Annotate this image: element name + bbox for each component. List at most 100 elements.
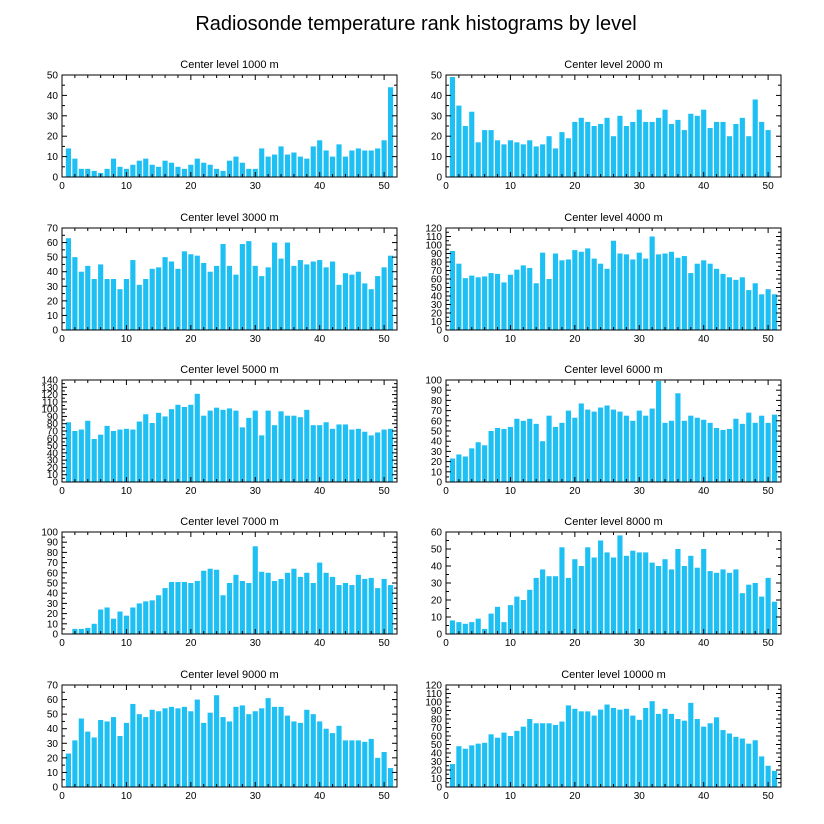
bar [143,601,149,634]
bar [720,429,726,482]
bar [181,706,187,787]
bar [387,585,394,634]
bar [681,256,687,330]
bar [520,265,526,330]
bar [246,168,252,177]
y-tick-label: 100 [41,528,58,539]
bar [675,119,681,177]
y-tick-label: 10 [47,768,59,779]
bar [252,265,258,330]
y-tick-label: 20 [47,609,59,620]
bar [514,730,520,787]
bar [726,572,733,634]
bar [168,261,175,330]
bar [233,410,239,482]
bar [591,715,597,787]
bar [375,588,381,634]
y-tick-label: 10 [47,470,59,481]
bar [482,742,488,787]
bar [507,426,513,482]
bar [85,731,91,787]
x-tick-label: 50 [379,791,391,802]
bar [733,418,739,482]
y-tick-label: 30 [431,757,443,768]
bar [610,557,617,634]
bar [514,269,520,330]
bar [117,166,123,177]
bar [207,410,213,482]
bar [694,417,700,482]
x-tick-label: 40 [314,334,326,345]
bar [623,254,629,330]
bar [675,549,681,634]
bar [456,622,462,634]
bar [585,547,591,634]
bar [259,276,265,330]
bar [649,408,655,482]
bar [617,115,623,177]
bar [78,168,84,177]
bar [662,559,668,634]
bar [752,583,758,634]
bar [149,422,155,482]
bar [746,743,752,787]
bar [130,260,136,330]
bar [387,768,394,787]
bar [610,136,617,177]
bar [598,709,604,787]
bar [617,411,623,482]
bar [630,550,636,634]
bar [494,737,501,787]
bar [349,150,355,177]
x-tick-label: 30 [250,334,262,345]
histogram-panel-5: 0 10 20 30 40 5001020304050607080901001101201… [41,364,398,497]
bar [265,267,271,330]
bar [291,568,297,634]
bar [310,714,316,787]
bar [104,607,110,634]
panel-title: Center level 10000 m [561,669,666,681]
bar [585,248,591,330]
y-tick-label: 40 [47,448,59,459]
bar [559,547,565,634]
bar [482,276,488,330]
bar [578,711,584,787]
bar [368,289,374,330]
bar [739,423,745,482]
bar [175,708,181,787]
bar [168,409,175,482]
bar [610,240,617,330]
panel-title: Center level 5000 m [180,364,278,376]
bar [110,158,117,177]
bar [475,618,481,634]
x-tick-label: 0 [59,334,65,345]
y-tick-label: 120 [41,390,58,401]
bar [291,265,297,330]
bar [752,283,758,330]
bar [181,168,187,177]
bar [130,607,136,634]
x-tick-label: 40 [698,334,710,345]
bar [330,428,336,482]
bar [643,552,649,634]
bar [175,166,181,177]
x-tick-label: 20 [569,181,581,192]
bar [156,412,162,482]
bar [233,274,239,330]
bar [375,148,381,177]
bar [78,628,84,634]
y-tick-label: 40 [47,91,59,102]
bar [317,721,323,787]
x-tick-label: 10 [121,791,133,802]
x-tick-label: 20 [569,638,581,649]
bar [78,718,84,787]
bar [143,717,149,787]
bar [572,250,578,330]
bar [220,244,226,330]
bar [707,263,713,330]
bar [578,403,584,482]
bar [598,123,604,177]
x-tick-label: 0 [59,486,65,497]
bar [304,709,310,787]
x-tick-label: 20 [185,181,197,192]
